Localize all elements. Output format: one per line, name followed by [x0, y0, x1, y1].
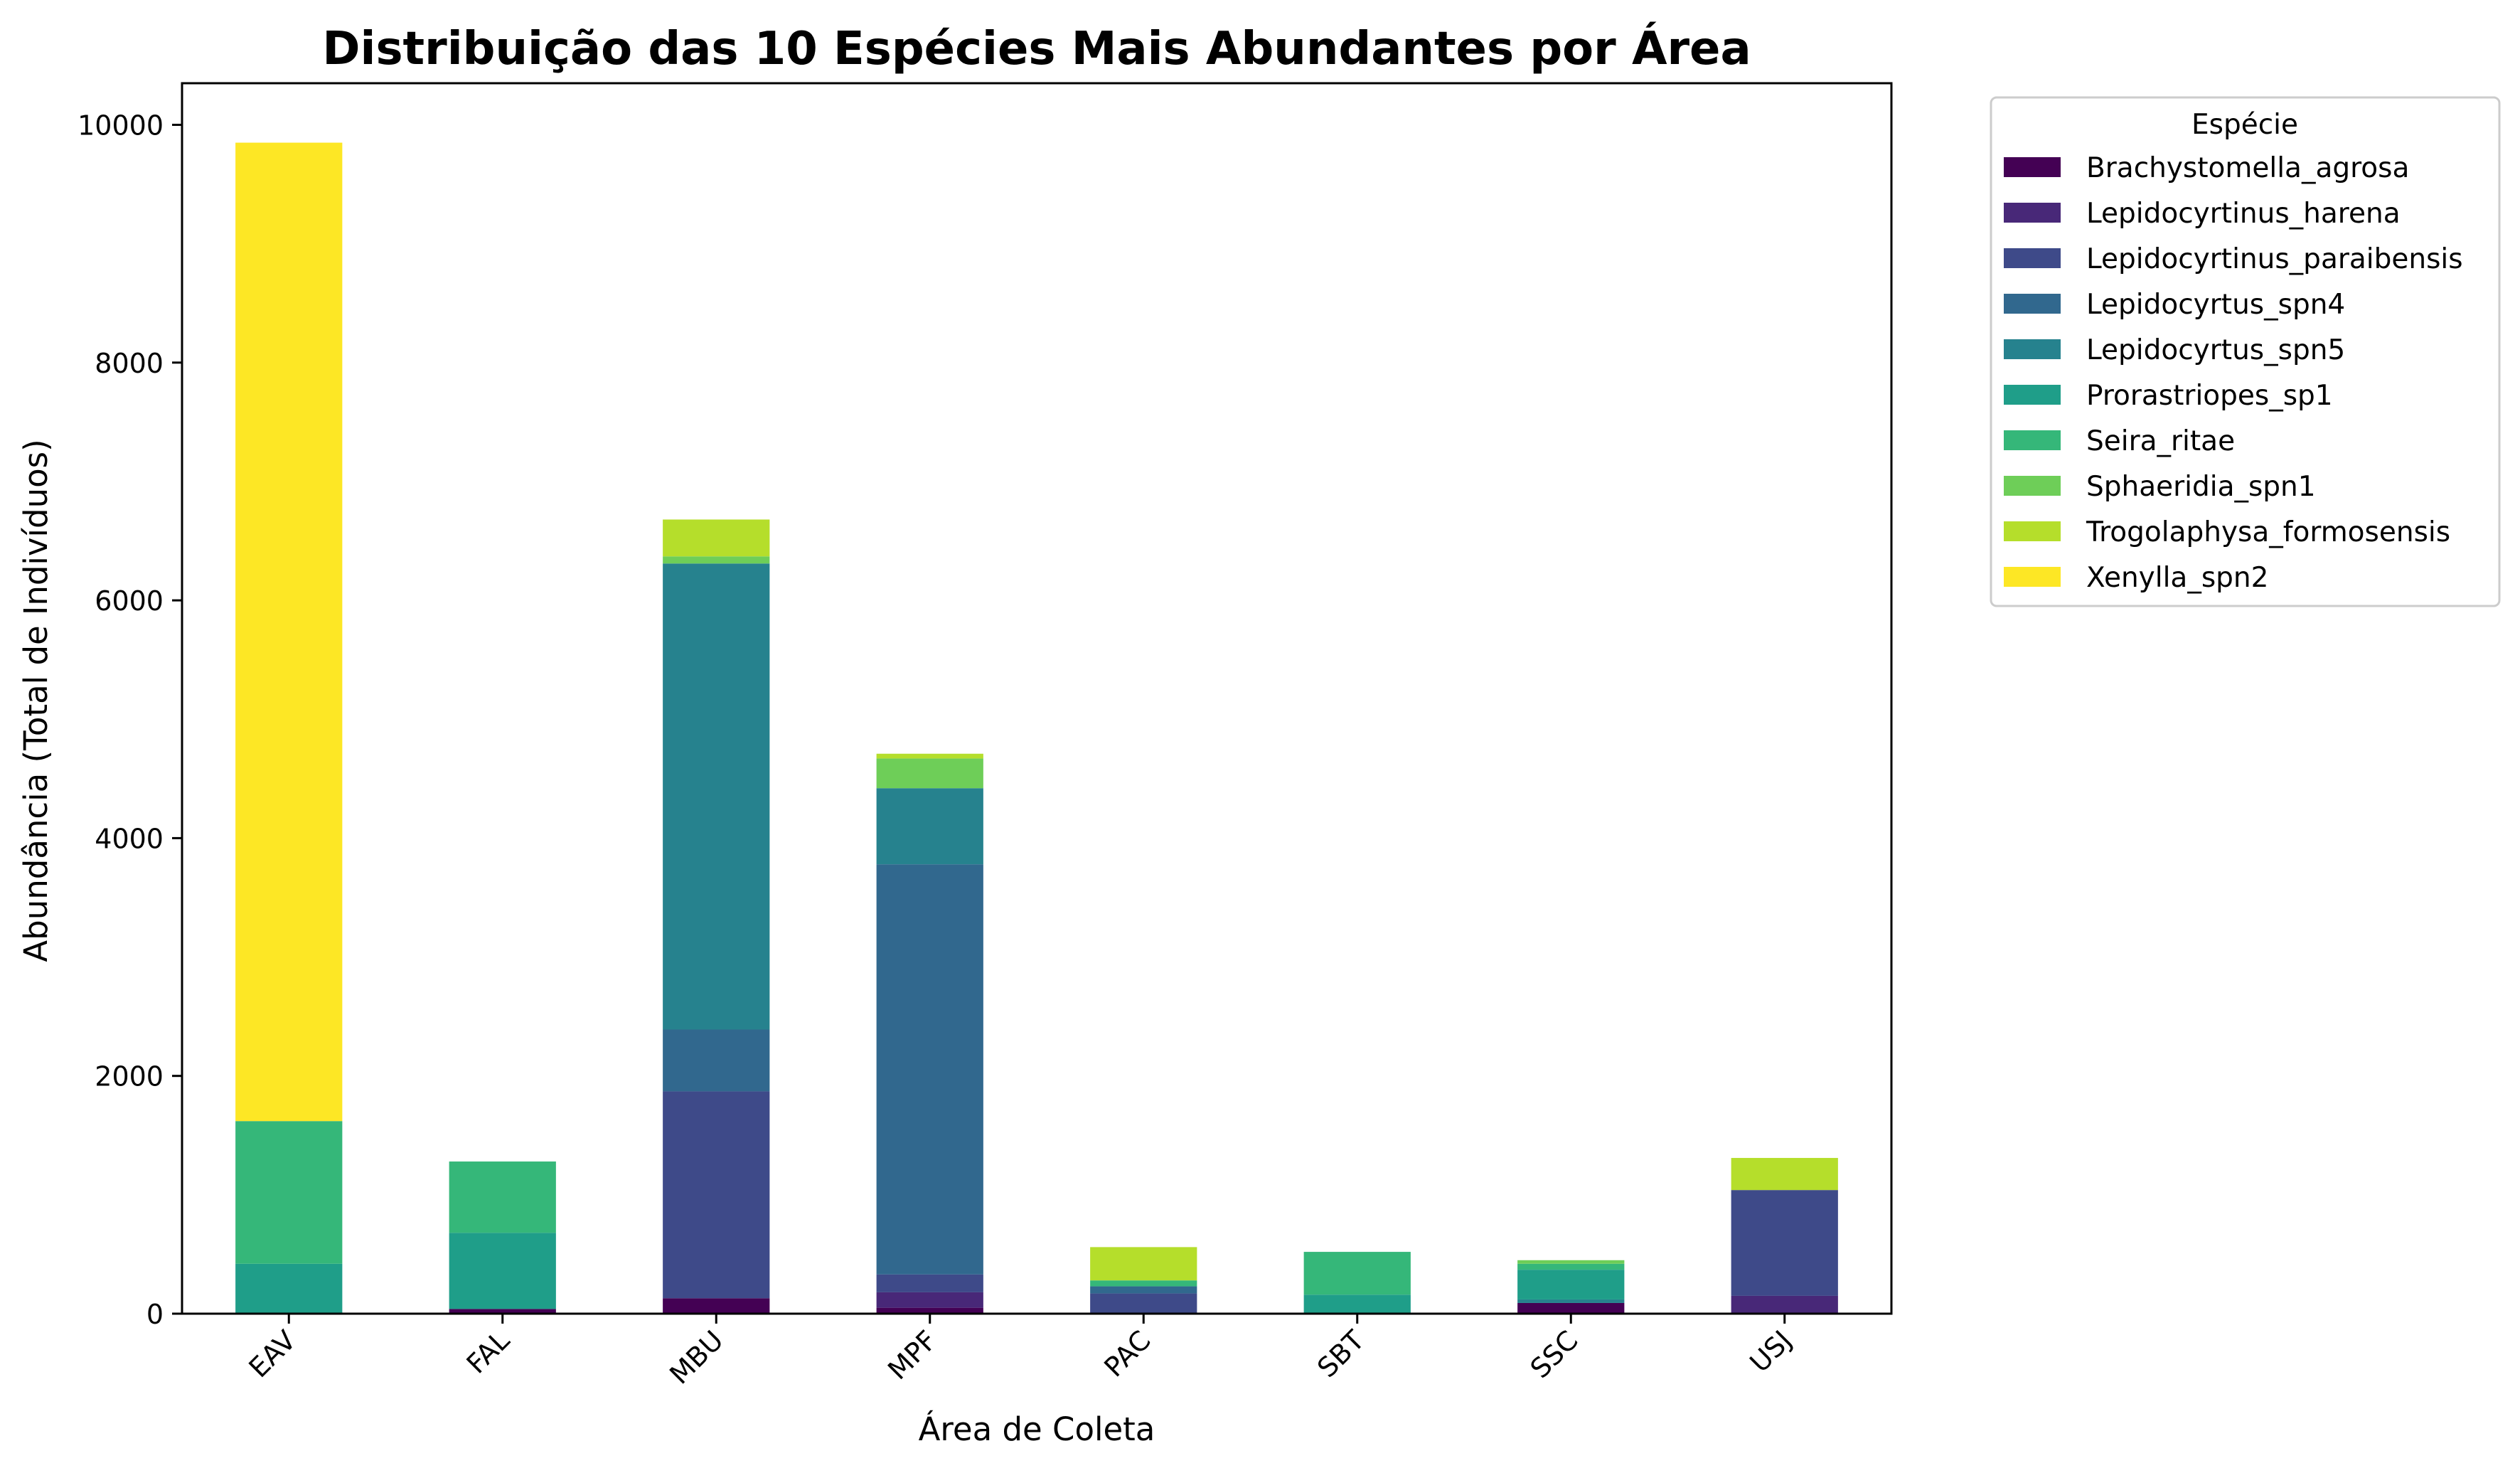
- bar-segment-EAV-Seira_ritae: [235, 1121, 343, 1264]
- bar-segment-MPF-Sphaeridia_spn1: [876, 758, 983, 789]
- legend-label-Lepidocyrtus_spn4: Lepidocyrtus_spn4: [2086, 289, 2345, 321]
- x-axis-label: Área de Coleta: [919, 1410, 1155, 1448]
- legend-frame: [1990, 96, 2501, 607]
- y-tick-label: 4000: [95, 823, 164, 854]
- bar-segment-PAC-Lepidocyrtus_spn4: [1090, 1286, 1197, 1294]
- legend-label-Sphaeridia_spn1: Sphaeridia_spn1: [2086, 471, 2316, 503]
- bar-segment-EAV-Xenylla_spn2: [235, 142, 343, 1122]
- bar-segment-SBT-Prorastriopes_sp1: [1303, 1294, 1411, 1314]
- bar-segment-USJ-Trogolaphysa_formosensis: [1731, 1158, 1838, 1191]
- legend-label-Lepidocyrtus_spn5: Lepidocyrtus_spn5: [2086, 334, 2345, 366]
- axes-frame: [181, 82, 1893, 1315]
- bar-segment-MBU-Lepidocyrtinus_paraibensis: [663, 1091, 770, 1299]
- legend-label-Trogolaphysa_formosensis: Trogolaphysa_formosensis: [2086, 516, 2450, 548]
- bar-segment-MPF-Lepidocyrtinus_paraibensis: [876, 1274, 983, 1292]
- legend-label-Prorastriopes_sp1: Prorastriopes_sp1: [2086, 380, 2333, 412]
- bar-segment-MBU-Lepidocyrtus_spn4: [663, 1029, 770, 1092]
- legend-label-Xenylla_spn2: Xenylla_spn2: [2086, 562, 2268, 594]
- legend-title: Espécie: [2191, 109, 2298, 141]
- bar-segment-MPF-Lepidocyrtus_spn5: [876, 788, 983, 865]
- bar-segment-MPF-Lepidocyrtinus_harena: [876, 1292, 983, 1308]
- y-tick-label: 8000: [95, 348, 164, 379]
- bar-segment-MPF-Lepidocyrtus_spn4: [876, 864, 983, 1275]
- legend-label-Lepidocyrtinus_paraibensis: Lepidocyrtinus_paraibensis: [2086, 243, 2463, 275]
- y-axis-label: Abundância (Total de Indivíduos): [17, 439, 55, 962]
- chart-title: Distribuição das 10 Espécies Mais Abunda…: [322, 21, 1751, 75]
- bar-segment-FAL-Prorastriopes_sp1: [449, 1233, 556, 1309]
- legend-swatch-Prorastriopes_sp1: [2004, 385, 2061, 405]
- bar-segment-FAL-Brachystomella_agrosa: [449, 1309, 556, 1314]
- legend-label-Seira_ritae: Seira_ritae: [2086, 425, 2235, 457]
- y-tick-label: 0: [146, 1299, 164, 1330]
- legend-swatch-Sphaeridia_spn1: [2004, 476, 2061, 496]
- bar-segment-MPF-Trogolaphysa_formosensis: [876, 753, 983, 759]
- legend-swatch-Lepidocyrtus_spn5: [2004, 339, 2061, 359]
- bar-segment-MBU-Sphaeridia_spn1: [663, 556, 770, 564]
- bar-segment-PAC-Seira_ritae: [1090, 1280, 1197, 1287]
- legend-swatch-Lepidocyrtus_spn4: [2004, 294, 2061, 314]
- bar-segment-USJ-Lepidocyrtinus_paraibensis: [1731, 1190, 1838, 1296]
- legend-swatch-Lepidocyrtinus_harena: [2004, 203, 2061, 223]
- bar-segment-EAV-Prorastriopes_sp1: [235, 1263, 343, 1314]
- legend-swatch-Lepidocyrtinus_paraibensis: [2004, 248, 2061, 268]
- legend-swatch-Trogolaphysa_formosensis: [2004, 521, 2061, 541]
- legend-label-Brachystomella_agrosa: Brachystomella_agrosa: [2086, 152, 2409, 184]
- bar-segment-MBU-Trogolaphysa_formosensis: [663, 519, 770, 557]
- legend: Espécie Brachystomella_agrosa Lepidocyrti…: [1990, 96, 2501, 607]
- bar-segment-SSC-Sphaeridia_spn1: [1517, 1260, 1625, 1264]
- legend-swatch-Brachystomella_agrosa: [2004, 157, 2061, 177]
- bar-segment-SSC-Seira_ritae: [1517, 1263, 1625, 1270]
- bar-segment-SSC-Brachystomella_agrosa: [1517, 1302, 1625, 1314]
- y-tick-label: 10000: [78, 110, 164, 142]
- bar-segment-SSC-Lepidocyrtus_spn5: [1517, 1299, 1625, 1303]
- legend-swatch-Seira_ritae: [2004, 430, 2061, 450]
- legend-swatch-Xenylla_spn2: [2004, 567, 2061, 587]
- bar-segment-PAC-Trogolaphysa_formosensis: [1090, 1247, 1197, 1281]
- bar-segment-FAL-Seira_ritae: [449, 1161, 556, 1233]
- bar-segment-SSC-Prorastriopes_sp1: [1517, 1270, 1625, 1299]
- bar-segment-MPF-Brachystomella_agrosa: [876, 1307, 983, 1314]
- y-tick-label: 2000: [95, 1061, 164, 1092]
- bar-segment-SBT-Seira_ritae: [1303, 1252, 1411, 1295]
- bar-segment-USJ-Lepidocyrtinus_harena: [1731, 1295, 1838, 1314]
- bar-segment-PAC-Lepidocyrtinus_paraibensis: [1090, 1293, 1197, 1314]
- bar-segment-MBU-Brachystomella_agrosa: [663, 1298, 770, 1314]
- bar-segment-MBU-Lepidocyrtus_spn5: [663, 563, 770, 1030]
- y-tick-label: 6000: [95, 585, 164, 617]
- legend-label-Lepidocyrtinus_harena: Lepidocyrtinus_harena: [2086, 198, 2401, 230]
